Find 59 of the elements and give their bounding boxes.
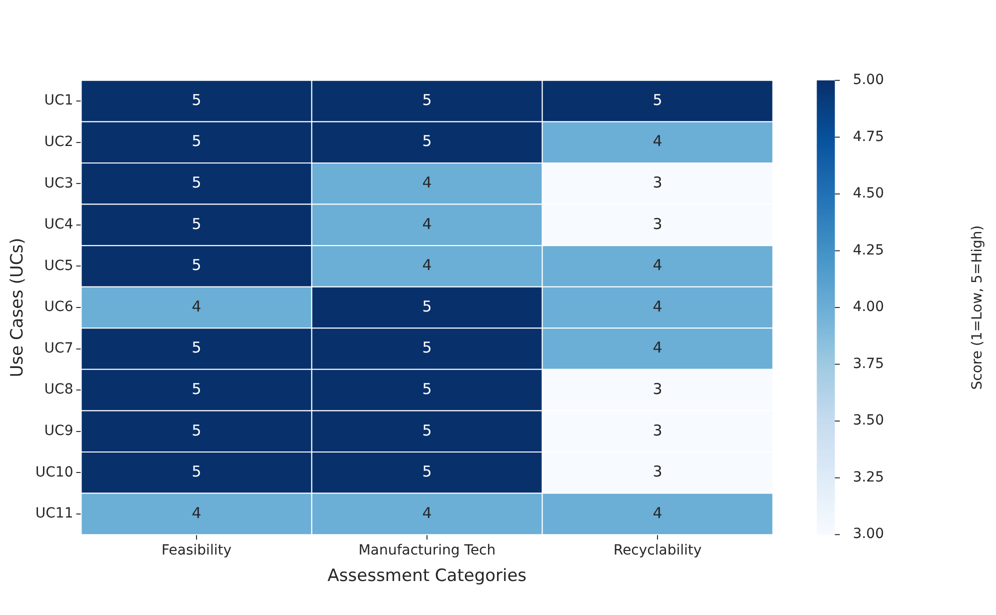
y-tick-label: UC7 — [44, 340, 74, 356]
data-label: 3 — [652, 174, 662, 192]
color-bar-label: 3.25 — [852, 469, 884, 486]
x-tick-label: Recyclability — [613, 542, 702, 559]
data-label: 5 — [422, 462, 432, 481]
y-tick-label: UC8 — [44, 382, 74, 398]
y-tick-label: UC6 — [44, 299, 74, 316]
data-label: 5 — [192, 462, 202, 481]
data-label: 4 — [422, 174, 432, 192]
data-label: 5 — [192, 338, 202, 357]
data-label: 4 — [422, 214, 432, 233]
data-label: 5 — [422, 132, 432, 150]
y-axis-title: Use Cases (UCs) — [8, 238, 28, 378]
data-label: 5 — [422, 421, 432, 440]
data-label: 4 — [192, 504, 202, 522]
data-label: 5 — [192, 174, 202, 192]
data-label: 5 — [652, 90, 662, 109]
x-tick-label: Feasibility — [162, 542, 232, 559]
color-bar-label: 3.00 — [852, 526, 884, 542]
data-label: 5 — [192, 214, 202, 233]
data-label: 3 — [652, 214, 662, 233]
color-bar-label: 4.50 — [852, 186, 884, 202]
x-axis-title: Assessment Categories — [328, 566, 527, 586]
data-label: 3 — [652, 380, 662, 398]
data-label: 4 — [652, 504, 662, 522]
data-label: 3 — [652, 462, 662, 481]
data-label: 4 — [192, 297, 202, 316]
data-label: 5 — [192, 90, 202, 109]
color-bar-label: 4.00 — [852, 299, 884, 316]
y-tick-label: UC1 — [44, 92, 74, 109]
data-label: 5 — [422, 90, 432, 109]
color-bar-label: 3.75 — [852, 356, 884, 372]
data-label: 5 — [192, 132, 202, 150]
y-tick-label: UC5 — [44, 258, 74, 274]
y-tick-label: UC10 — [35, 464, 74, 480]
data-label: 4 — [652, 297, 662, 316]
data-label: 5 — [192, 380, 202, 398]
data-label: 5 — [422, 338, 432, 357]
data-label: 4 — [652, 338, 662, 357]
data-label: 5 — [192, 256, 202, 274]
y-tick-label: UC2 — [44, 134, 74, 150]
y-tick-label: UC3 — [44, 175, 74, 192]
x-tick-label: Manufacturing Tech — [358, 542, 496, 559]
y-tick-label: UC11 — [35, 506, 74, 522]
color-bar-label: 5.00 — [852, 72, 884, 88]
data-label: 4 — [422, 504, 432, 522]
color-bar-title: Score (1=Low, 5=High) — [970, 225, 986, 390]
y-tick-label: UC9 — [44, 423, 74, 440]
data-label: 5 — [422, 297, 432, 316]
color-bar-label: 4.25 — [852, 242, 884, 258]
data-label: 4 — [652, 132, 662, 150]
data-label: 5 — [192, 421, 202, 440]
data-label: 5 — [422, 380, 432, 398]
y-tick-label: UC4 — [44, 216, 74, 233]
data-label: 3 — [652, 421, 662, 440]
color-bar-label: 3.50 — [852, 412, 884, 429]
data-label: 4 — [422, 256, 432, 274]
color-bar-label: 4.75 — [852, 128, 884, 145]
data-label: 4 — [652, 256, 662, 274]
